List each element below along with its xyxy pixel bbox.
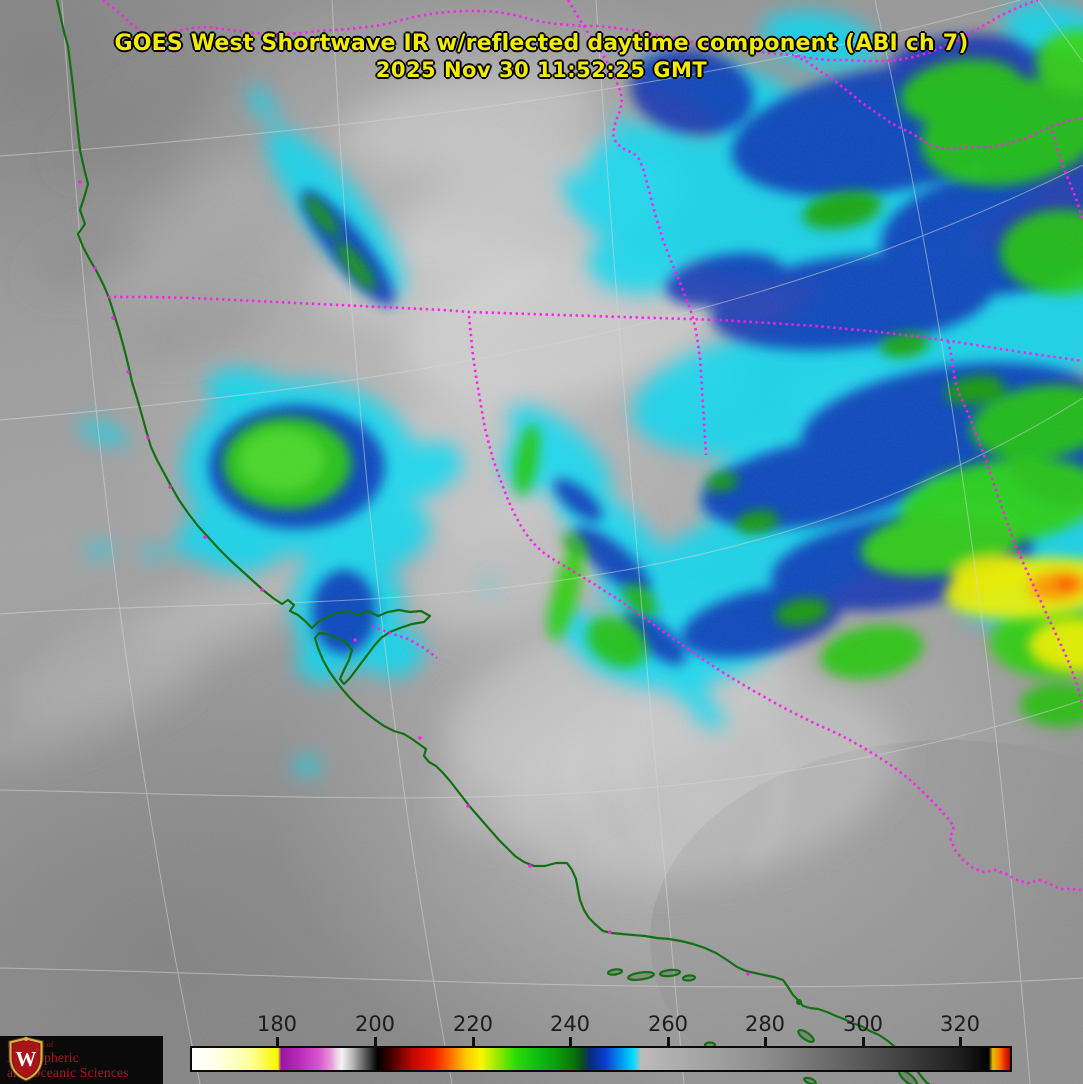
colorbar-tick: [667, 1037, 670, 1048]
colorbar-tick: [276, 1037, 279, 1048]
colorbar-tick: [764, 1037, 767, 1048]
colorbar-tick: [472, 1037, 475, 1048]
colorbar-gradient: [190, 1046, 1012, 1072]
colorbar-tick: [959, 1037, 962, 1048]
colorbar-tick: [374, 1037, 377, 1048]
uw-aos-logo: W Department of Atmospheric and Oceanic …: [0, 1036, 163, 1084]
colorbar-tick-label: 220: [452, 1012, 494, 1036]
colorbar-tick-label: 200: [354, 1012, 396, 1036]
svg-text:W: W: [16, 1047, 37, 1071]
colorbar-tick: [862, 1037, 865, 1048]
colorbar-tick: [569, 1037, 572, 1048]
colorbar-tick-label: 260: [647, 1012, 689, 1036]
colorbar-tick-label: 240: [549, 1012, 591, 1036]
colorbar-tick-label: 280: [744, 1012, 786, 1036]
state-borders: [102, 0, 1083, 892]
colorbar-tick-label: 180: [256, 1012, 298, 1036]
uw-crest-icon: W: [8, 1036, 44, 1082]
colorbar-tick-label: 300: [842, 1012, 884, 1036]
colorbar-tick-label: 320: [939, 1012, 981, 1036]
